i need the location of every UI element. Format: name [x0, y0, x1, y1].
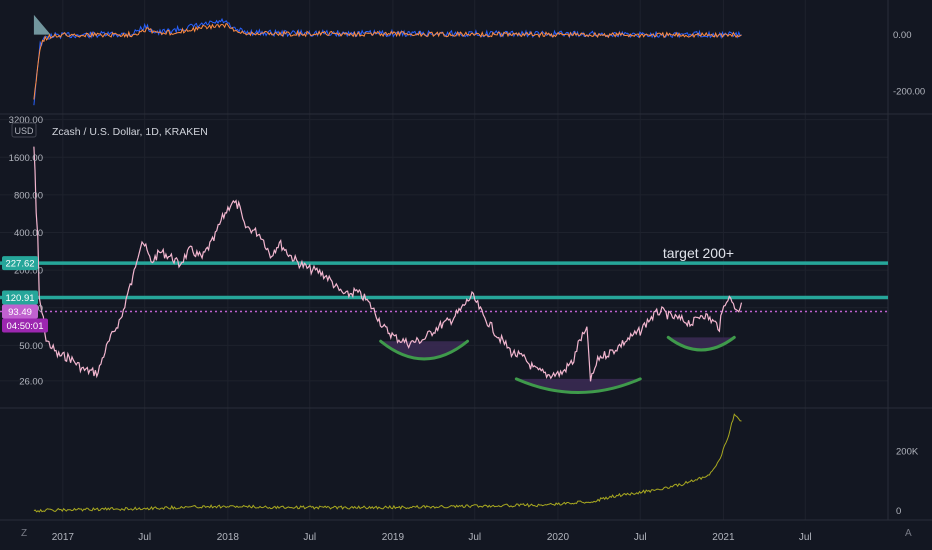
volume-scale[interactable]: 200K 0 [896, 446, 919, 517]
currency-label: USD [14, 126, 34, 136]
oscillator-slow-line [33, 22, 742, 100]
cup-curve[interactable] [666, 335, 736, 352]
horizontal-levels [0, 261, 888, 313]
price-tick-label: 1600.00 [9, 153, 43, 164]
price-badge-label: 93.49 [8, 307, 32, 318]
cup-curve[interactable] [379, 339, 470, 361]
auto-scale-icon-glyph: A [905, 528, 912, 539]
price-badge-label: 120.91 [5, 293, 34, 304]
price-series-line [33, 146, 743, 382]
price-tick-label: 200.00 [14, 266, 43, 277]
time-tick-label: Jul [303, 532, 316, 543]
price-badge [2, 304, 38, 319]
time-tick-label: Jul [138, 532, 151, 543]
price-badge [2, 256, 38, 271]
oscillator-tick-label: -200.00 [893, 87, 925, 98]
price-badge [2, 290, 38, 305]
time-tick-label: 2017 [52, 532, 75, 543]
volume-tick-label: 200K [896, 446, 919, 457]
time-tick-label: 2019 [382, 532, 405, 543]
auto-scale-icon[interactable]: A [905, 528, 912, 539]
oscillator-tick-label: 0.00 [893, 30, 912, 41]
time-tick-label: 2018 [217, 532, 240, 543]
price-tick-label: 50.00 [19, 341, 43, 352]
price-tick-label: 3200.00 [9, 115, 43, 126]
logo-icon-glyph: Z [21, 528, 28, 539]
cup-drawings [379, 335, 736, 395]
volume-series-line [33, 413, 742, 513]
price-badge-label: 04:50:01 [7, 321, 44, 332]
time-scale[interactable]: 2017 Jul 2018 Jul 2019 Jul 2020 Jul 2021 Jul [52, 532, 812, 543]
logo-icon[interactable]: Z [21, 528, 27, 539]
currency-box[interactable] [11, 122, 37, 138]
price-badges: 227.62 120.91 93.49 04:50:01 [2, 256, 48, 333]
time-tick-label: 2020 [547, 532, 570, 543]
volume-tick-label: 0 [896, 506, 901, 517]
time-tick-label: Jul [468, 532, 481, 543]
price-tick-label: 800.00 [14, 190, 43, 201]
oscillator-histogram [33, 14, 51, 35]
target-annotation: target 200+ [663, 245, 734, 261]
price-tick-label: 26.00 [19, 376, 43, 387]
cup-curve[interactable] [514, 377, 642, 395]
time-tick-label: 2021 [712, 532, 735, 543]
chart-title: Zcash / U.S. Dollar, 1D, KRAKEN [52, 126, 208, 138]
price-tick-label: 400.00 [14, 228, 43, 239]
price-badge-label: 227.62 [5, 259, 34, 270]
oscillator-pane [33, 14, 742, 106]
price-badge [2, 318, 48, 333]
time-tick-label: Jul [634, 532, 647, 543]
time-tick-label: Jul [799, 532, 812, 543]
oscillator-scale[interactable]: 0.00 -200.00 [893, 30, 925, 97]
